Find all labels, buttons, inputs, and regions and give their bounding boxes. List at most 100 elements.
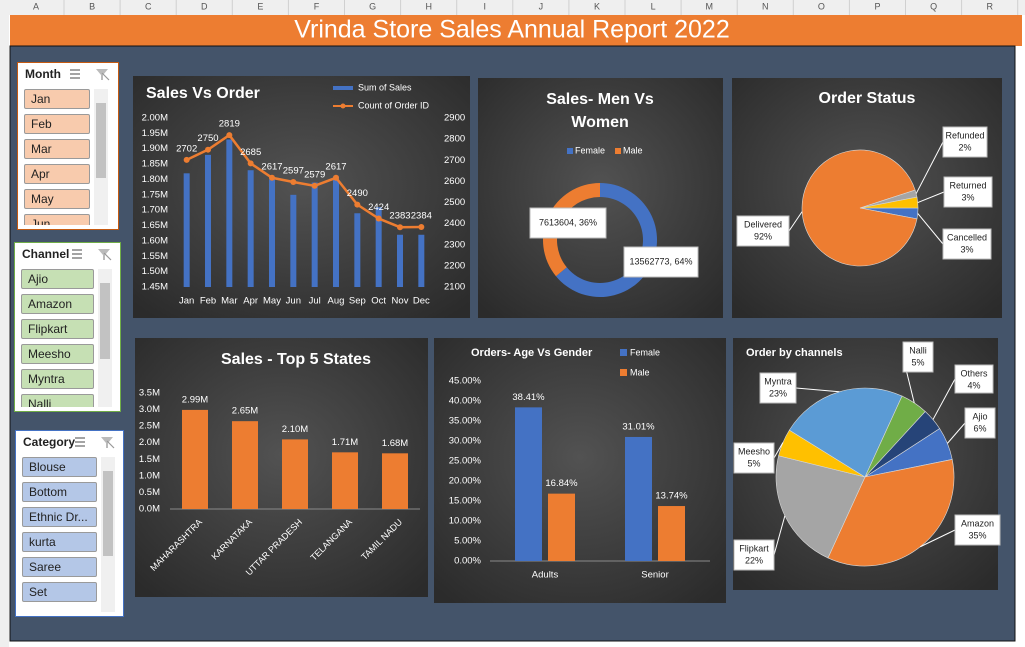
data-label: 5% <box>911 357 924 367</box>
data-label-category: Cancelled <box>947 232 987 242</box>
slicer-scroll-thumb[interactable] <box>100 283 110 359</box>
data-label-box <box>733 539 775 571</box>
column-letter: I <box>484 1 487 11</box>
data-label: 4% <box>967 380 980 390</box>
slicer-item[interactable]: Saree <box>22 557 97 577</box>
slicer-item[interactable]: Bottom <box>22 482 97 502</box>
slicer-item[interactable]: Amazon <box>21 294 94 314</box>
bar <box>515 407 542 561</box>
slicer-scroll-thumb[interactable] <box>103 471 113 556</box>
slicer-item[interactable]: May <box>24 189 90 209</box>
data-label-category: Myntra <box>764 376 792 386</box>
clear-filter-x <box>106 440 115 449</box>
x-tick-label: May <box>263 296 281 307</box>
clear-filter-icon <box>101 437 113 448</box>
y-tick-label: 1.85M <box>142 159 168 170</box>
bar <box>247 170 254 287</box>
slicer-title: Month <box>25 67 61 81</box>
data-label: 92% <box>754 231 772 241</box>
slicer-item[interactable]: kurta <box>22 532 97 552</box>
slicer-item[interactable]: Jun <box>24 214 90 225</box>
pie-slice <box>788 387 903 478</box>
chart-title: Order Status <box>819 90 916 107</box>
slicer-item[interactable]: Jan <box>24 89 90 109</box>
y-tick-label: 1.0M <box>139 470 160 481</box>
y-tick-label: 2.5M <box>139 421 160 432</box>
data-label-box <box>623 246 699 278</box>
data-label-box <box>736 215 790 247</box>
data-label-box <box>954 514 1001 546</box>
data-label: 2750 <box>197 133 218 144</box>
slicer-item[interactable]: Feb <box>24 114 90 134</box>
data-label: 3% <box>960 244 973 254</box>
clear-filter-x <box>103 252 112 261</box>
slicer-item[interactable]: Ethnic Dr... <box>22 507 97 527</box>
data-label: 13.74% <box>655 491 688 502</box>
slicer-icons[interactable] <box>71 435 115 449</box>
y-tick-label: 1.80M <box>142 174 168 185</box>
data-label: 2384 <box>411 211 432 222</box>
data-label-box <box>954 364 994 394</box>
bar <box>226 139 233 287</box>
y-tick-label: 1.70M <box>142 205 168 216</box>
column-letter: G <box>369 1 376 11</box>
slicer-icons[interactable] <box>66 67 110 81</box>
data-label-category: Amazon <box>961 518 994 528</box>
leader-line <box>917 213 944 245</box>
column-letter: E <box>257 1 263 11</box>
y-tick-label: 2.00M <box>142 113 168 124</box>
slicer-scrollbar <box>101 457 115 612</box>
slicer-item[interactable]: Blouse <box>22 457 97 477</box>
data-label: 22% <box>745 555 763 565</box>
x-tick-label: Feb <box>200 296 216 307</box>
chart-title: Sales- Men Vs Women <box>546 91 654 131</box>
data-label: 2702 <box>176 143 197 154</box>
data-label-box <box>964 407 996 439</box>
slicer-icons[interactable] <box>68 247 112 261</box>
y-tick-label: 40.00% <box>449 396 482 407</box>
leader-line <box>932 378 956 420</box>
slicer-item[interactable]: Set <box>22 582 97 602</box>
x-tick-label: Oct <box>371 296 386 307</box>
dashboard-title: Vrinda Store Sales Annual Report 2022 <box>294 16 729 44</box>
bar <box>183 173 190 287</box>
data-label: 2685 <box>240 147 261 158</box>
data-label-box <box>733 442 775 474</box>
line-marker <box>247 160 254 167</box>
data-label: 7613604, 36% <box>539 217 597 227</box>
bar <box>625 436 652 561</box>
y-tick-label: 10.00% <box>449 516 482 527</box>
y-tick-label: 1.65M <box>142 220 168 231</box>
slicer-item[interactable]: Ajio <box>21 269 94 289</box>
data-label: 23% <box>769 388 787 398</box>
slicer-item[interactable]: Meesho <box>21 344 94 364</box>
bar <box>418 234 425 287</box>
data-label: 31.01% <box>622 421 655 432</box>
line-marker <box>226 132 233 139</box>
y2-tick-label: 2900 <box>444 113 465 124</box>
data-label: 13562773, 64% <box>629 256 692 266</box>
leader-line <box>917 191 945 204</box>
slicer-scroll-thumb[interactable] <box>96 103 106 178</box>
slicer-item[interactable]: Nalli <box>21 394 94 407</box>
slicer-item[interactable]: Myntra <box>21 369 94 389</box>
slicer-item[interactable]: Mar <box>24 139 90 159</box>
slicer-title: Channel <box>22 247 70 261</box>
clear-filter-icon <box>96 69 108 80</box>
data-label-category: Returned <box>949 180 986 190</box>
data-label: 2.65M <box>232 406 258 417</box>
data-label: 38.41% <box>512 392 545 403</box>
slicer-item[interactable]: Apr <box>24 164 90 184</box>
slicer: Month Jan Feb Mar Apr May Jun <box>17 62 119 230</box>
data-label-category: Ajio <box>972 411 987 421</box>
y2-tick-label: 2800 <box>444 134 465 145</box>
legend-swatch <box>567 148 573 154</box>
y-tick-label: 2.0M <box>139 437 160 448</box>
slicer-item[interactable]: Flipkart <box>21 319 94 339</box>
data-label: 5% <box>747 458 760 468</box>
data-label-category: Refunded <box>945 130 984 140</box>
data-label-category: Others <box>960 368 988 378</box>
x-tick-label: Nov <box>392 296 409 307</box>
data-label: 1.71M <box>332 437 358 448</box>
bar <box>290 194 297 287</box>
